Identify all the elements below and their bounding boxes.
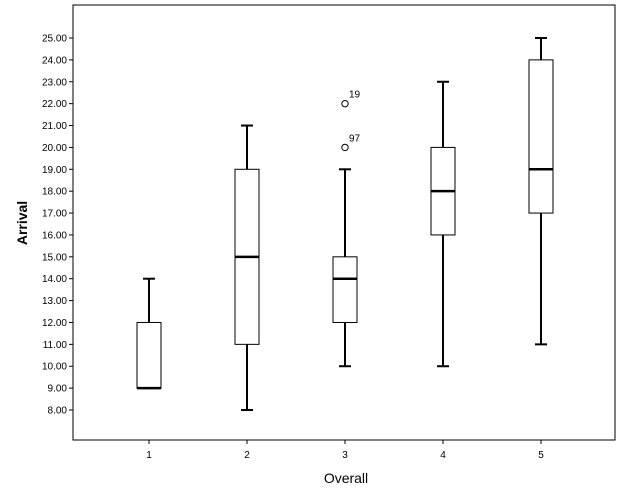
box-group-5 — [528, 37, 554, 346]
y-tick-label: 25.00 — [42, 34, 67, 45]
x-axis: 1 2 3 4 5 — [146, 440, 544, 461]
iqr-box — [332, 256, 358, 323]
outlier-label: 97 — [349, 133, 361, 144]
y-tick-label: 19.00 — [42, 165, 67, 176]
boxes-layer: 97 19 — [136, 37, 554, 411]
y-tick-label: 23.00 — [42, 77, 67, 88]
y-tick-label: 11.00 — [43, 340, 68, 351]
y-axis: 8.00 9.00 10.00 11.00 12.00 13.00 14.00 15.00 16… — [42, 34, 73, 417]
y-tick-label: 18.00 — [42, 187, 67, 198]
y-tick-label: 13.00 — [42, 296, 67, 307]
box-group-1 — [136, 277, 162, 390]
x-tick-label: 2 — [244, 450, 250, 461]
outlier-label: 19 — [349, 90, 361, 101]
y-tick-label: 17.00 — [42, 209, 67, 220]
x-tick-label: 5 — [538, 450, 544, 461]
y-tick-label: 12.00 — [42, 318, 67, 329]
iqr-box — [136, 321, 162, 389]
y-tick-label: 8.00 — [48, 406, 68, 417]
box-group-4 — [430, 80, 456, 368]
y-tick-label: 21.00 — [42, 121, 67, 132]
y-tick-label: 20.00 — [42, 143, 67, 154]
x-tick-label: 4 — [440, 450, 446, 461]
iqr-box — [528, 59, 554, 214]
y-tick-label: 16.00 — [42, 230, 67, 241]
x-tick-label: 1 — [146, 450, 152, 461]
box-group-3: 97 19 — [332, 90, 361, 368]
y-tick-label: 24.00 — [42, 55, 67, 66]
y-axis-title: Arrival — [14, 201, 30, 245]
y-tick-label: 10.00 — [42, 362, 67, 373]
y-tick-label: 22.00 — [42, 99, 67, 110]
y-tick-label: 9.00 — [48, 384, 68, 395]
x-axis-title: Overall — [324, 470, 368, 486]
outlier-point — [341, 99, 349, 108]
outlier-point — [341, 143, 349, 152]
x-tick-label: 3 — [342, 450, 348, 461]
y-tick-label: 15.00 — [42, 252, 67, 263]
y-tick-label: 14.00 — [42, 274, 67, 285]
box-group-2 — [234, 124, 260, 411]
